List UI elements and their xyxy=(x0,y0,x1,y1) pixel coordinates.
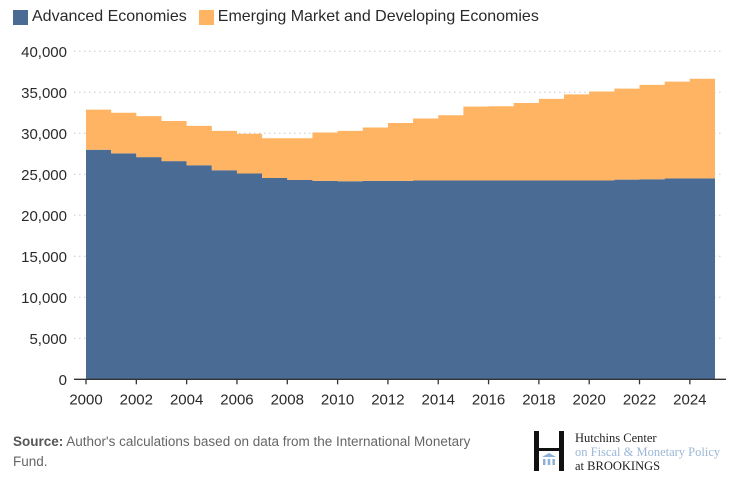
legend-swatch-emerging xyxy=(198,9,214,25)
axes xyxy=(74,378,726,385)
y-tick-label-5000: 5,000 xyxy=(29,331,67,348)
legend-label-emerging: Emerging Market and Developing Economies xyxy=(217,8,539,25)
x-tick-label-2022: 2022 xyxy=(623,391,656,408)
y-tick-label-40000: 40,000 xyxy=(21,44,67,61)
stacked-areas xyxy=(86,78,715,380)
area-series-advanced-economies xyxy=(86,149,715,380)
x-tick-label-2018: 2018 xyxy=(522,391,555,408)
x-tick-label-2014: 2014 xyxy=(422,391,455,408)
source-label: Source: xyxy=(13,434,64,449)
y-tick-label-15000: 15,000 xyxy=(21,249,67,266)
y-tick-labels: 0 5,000 10,000 15,000 20,000 25,000 30,000 35,0… xyxy=(21,44,67,389)
y-tick-label-25000: 25,000 xyxy=(21,167,67,184)
y-tick-label-30000: 30,000 xyxy=(21,126,67,143)
y-tick-label-0: 0 xyxy=(59,372,67,389)
x-tick-label-2024: 2024 xyxy=(673,391,706,408)
hutchins-h-building-icon xyxy=(534,431,564,471)
logo-line-2: on Fiscal & Monetary Policy xyxy=(575,445,721,459)
logo-line-1: Hutchins Center xyxy=(575,431,657,445)
x-tick-label-2000: 2000 xyxy=(69,391,102,408)
y-tick-label-20000: 20,000 xyxy=(21,208,67,225)
hutchins-brookings-logo: Hutchins Center on Fiscal & Monetary Pol… xyxy=(533,431,720,473)
x-tick-label-2002: 2002 xyxy=(120,391,153,408)
x-tick-label-2006: 2006 xyxy=(220,391,253,408)
legend-item-advanced[interactable]: Advanced Economies xyxy=(13,8,187,26)
legend-label-advanced: Advanced Economies xyxy=(32,8,187,25)
source-text: Author's calculations based on data from… xyxy=(13,434,471,469)
x-tick-label-2004: 2004 xyxy=(170,391,203,408)
chart: 0 5,000 10,000 15,000 20,000 25,000 30,000 35,0… xyxy=(21,44,726,408)
logo-line-3: at BROOKINGS xyxy=(575,459,661,473)
legend-swatch-advanced xyxy=(13,9,28,25)
source-note: Source: Author's calculations based on d… xyxy=(13,432,483,472)
legend-item-emerging[interactable]: Emerging Market and Developing Economies xyxy=(198,8,539,26)
x-tick-label-2008: 2008 xyxy=(271,391,304,408)
y-tick-label-35000: 35,000 xyxy=(21,85,67,102)
x-tick-label-2016: 2016 xyxy=(472,391,505,408)
x-tick-label-2010: 2010 xyxy=(321,391,354,408)
x-tick-label-2012: 2012 xyxy=(371,391,404,408)
x-tick-label-2020: 2020 xyxy=(573,391,606,408)
logo-text: Hutchins Center on Fiscal & Monetary Pol… xyxy=(575,431,720,473)
area-series-emerging-developing-economies xyxy=(86,78,715,182)
y-tick-label-10000: 10,000 xyxy=(21,290,67,307)
x-tick-labels: 2000 2002 2004 2006 2008 2010 2012 2014 2016 2018… xyxy=(69,391,706,408)
legend: Advanced Economies Emerging Market and D… xyxy=(13,8,551,26)
